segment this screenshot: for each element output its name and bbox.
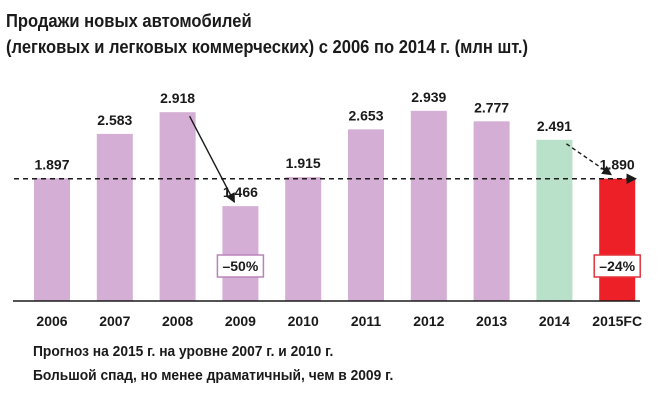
x-tick-2007: 2007 bbox=[99, 313, 130, 329]
arrow-2014-2015FC bbox=[566, 143, 613, 176]
chart-title: Продажи новых автомобилей (легковых и ле… bbox=[6, 8, 528, 60]
data-label-2015FC: 1.890 bbox=[600, 157, 635, 173]
note-line-1: Прогноз на 2015 г. на уровне 2007 г. и 2… bbox=[33, 343, 334, 360]
x-tick-2013: 2013 bbox=[476, 313, 507, 329]
bar-2008 bbox=[159, 112, 196, 301]
bars-group: 1.897 2.583 2.918 1.466 1.915 2.653 2.939 2.777… bbox=[34, 89, 636, 302]
annotations-group: –50% –24% bbox=[14, 115, 641, 278]
change-badge-2015FC bbox=[593, 254, 641, 278]
data-label-2012: 2.939 bbox=[411, 89, 446, 105]
bar-2015FC bbox=[599, 178, 636, 301]
change-label-2009: –50% bbox=[222, 258, 258, 274]
arrow-2008-2009 bbox=[188, 115, 236, 204]
bar-2009 bbox=[222, 206, 259, 301]
chart-title-line-1: Продажи новых автомобилей bbox=[6, 11, 252, 31]
x-tick-2011: 2011 bbox=[351, 313, 382, 329]
bar-2014 bbox=[536, 139, 573, 301]
bar-2010 bbox=[285, 177, 322, 301]
change-label-2015FC: –24% bbox=[599, 258, 635, 274]
x-tick-2015FC: 2015FC bbox=[592, 313, 642, 329]
chart-notes: Прогноз на 2015 г. на уровне 2007 г. и 2… bbox=[33, 340, 393, 388]
data-label-2014: 2.491 bbox=[537, 118, 572, 134]
x-tick-2010: 2010 bbox=[288, 313, 319, 329]
data-label-2006: 1.897 bbox=[34, 156, 69, 172]
x-tick-2012: 2012 bbox=[413, 313, 444, 329]
data-label-2011: 2.653 bbox=[348, 107, 383, 123]
x-tick-2014: 2014 bbox=[539, 313, 570, 329]
chart-title-line-2: (легковых и легковых коммерческих) с 200… bbox=[6, 37, 529, 57]
bar-2011 bbox=[348, 129, 384, 301]
bar-2012 bbox=[410, 110, 447, 301]
bar-2013 bbox=[473, 121, 510, 302]
x-tick-2009: 2009 bbox=[225, 313, 256, 329]
data-label-2013: 2.777 bbox=[474, 99, 509, 115]
data-label-2007: 2.583 bbox=[97, 112, 132, 128]
bar-2007 bbox=[96, 133, 133, 301]
data-label-2010: 1.915 bbox=[286, 155, 321, 171]
note-line-2: Большой спад, но менее драматичный, чем … bbox=[33, 367, 394, 384]
bar-2006 bbox=[34, 178, 70, 301]
change-badge-2009 bbox=[216, 254, 265, 278]
x-tick-2008: 2008 bbox=[162, 313, 193, 329]
x-tick-2006: 2006 bbox=[36, 313, 67, 329]
x-axis: 2006 2007 2008 2009 2010 2011 2012 2013 2014 2015… bbox=[13, 300, 642, 329]
data-label-2009: 1.466 bbox=[223, 184, 258, 200]
data-label-2008: 2.918 bbox=[160, 90, 195, 106]
